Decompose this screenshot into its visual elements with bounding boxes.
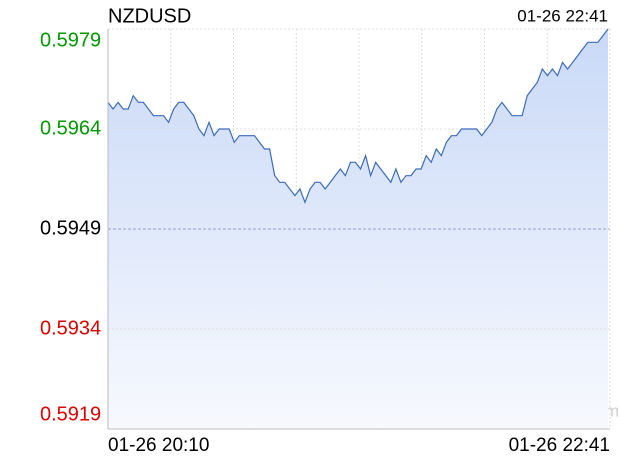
chart-title: NZDUSD bbox=[108, 5, 191, 27]
y-tick-label: 0.5934 bbox=[40, 317, 101, 339]
price-line bbox=[107, 28, 609, 205]
x-tick-label: 01-26 22:41 bbox=[509, 435, 610, 456]
x-tick-label: 01-26 20:10 bbox=[108, 435, 209, 456]
y-tick-label: 0.5919 bbox=[40, 403, 101, 425]
timestamp: 01-26 22:41 bbox=[517, 6, 608, 25]
y-tick-label: 0.5979 bbox=[40, 29, 101, 51]
y-tick-label: 0.5964 bbox=[40, 117, 101, 139]
y-tick-label: 0.5949 bbox=[40, 217, 101, 239]
